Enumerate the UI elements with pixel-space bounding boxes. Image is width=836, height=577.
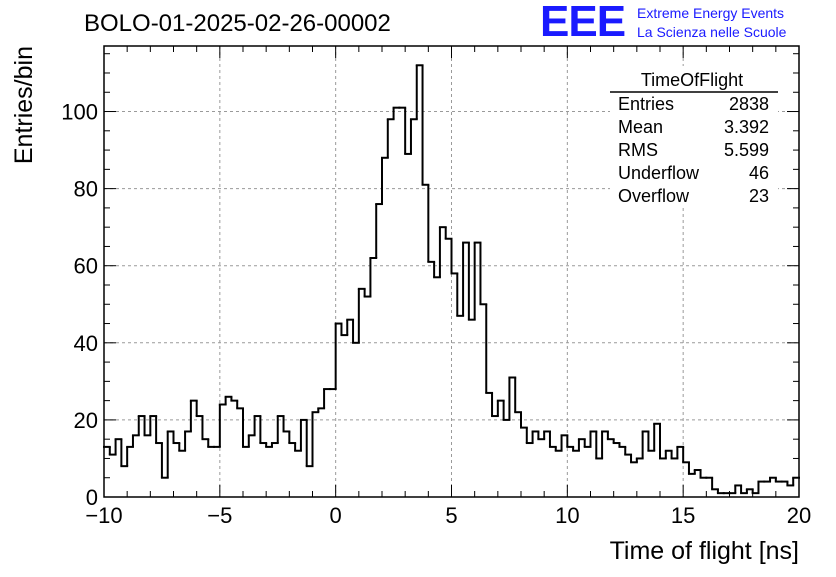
stats-row-label: Mean (618, 117, 663, 137)
stats-row-value: 3.392 (724, 117, 769, 137)
y-tick-label: 40 (74, 331, 98, 356)
x-tick-label: 5 (445, 503, 457, 528)
stats-row-value: 2838 (729, 94, 769, 114)
logo-line-1: Extreme Energy Events (637, 5, 785, 21)
stats-box (610, 66, 778, 208)
stats-row-label: Entries (618, 94, 674, 114)
run-title: BOLO-01-2025-02-26-00002 (84, 10, 391, 37)
x-tick-label: 15 (671, 503, 695, 528)
stats-row-label: Underflow (618, 163, 700, 183)
y-tick-label: 0 (86, 485, 98, 510)
x-axis-label: Time of flight [ns] (610, 537, 799, 565)
logo-mark: EEE (540, 0, 626, 46)
stats-row-label: RMS (618, 140, 658, 160)
x-tick-label: −10 (85, 503, 122, 528)
eee-logo: EEE Extreme Energy Events La Scienza nel… (540, 0, 830, 46)
y-axis-label: Entries/bin (10, 46, 38, 164)
y-tick-label: 20 (74, 408, 98, 433)
y-tick-label: 100 (61, 100, 98, 125)
x-tick-label: −5 (207, 503, 232, 528)
stats-box-title: TimeOfFlight (641, 70, 743, 90)
y-tick-label: 80 (74, 177, 98, 202)
y-tick-label: 60 (74, 254, 98, 279)
logo-line-2: La Scienza nelle Scuole (637, 24, 787, 40)
stats-row-label: Overflow (618, 186, 690, 206)
x-tick-label: 0 (330, 503, 342, 528)
x-tick-label: 10 (555, 503, 579, 528)
x-tick-label: 20 (787, 503, 811, 528)
stats-row-value: 46 (749, 163, 769, 183)
stats-row-value: 23 (749, 186, 769, 206)
stats-row-value: 5.599 (724, 140, 769, 160)
